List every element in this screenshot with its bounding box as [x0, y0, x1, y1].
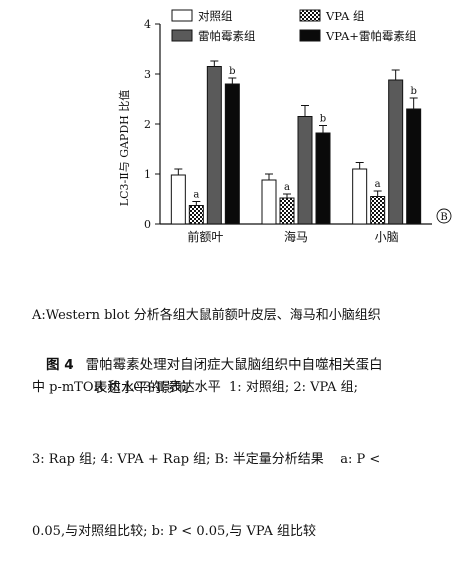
figure-title-line-1: 雷帕霉素处理对自闭症大鼠脑组织中自噬相关蛋白 [85, 357, 383, 373]
y-tick-label: 1 [144, 168, 151, 181]
panel-label-text: B [440, 212, 447, 223]
y-tick-label: 2 [144, 118, 151, 131]
caption-line-1: A:Western blot 分析各组大鼠前额叶皮层、海马和小脑组织 [32, 308, 381, 323]
legend-label: 对照组 [198, 9, 233, 23]
bars: a b a b a b [170, 60, 422, 225]
bar [224, 83, 240, 225]
significance-label: b [410, 86, 416, 97]
bar [297, 116, 313, 225]
bar [315, 132, 331, 225]
bar [370, 196, 386, 225]
significance-label: a [193, 190, 199, 201]
x-tick-label: 海马 [284, 229, 308, 244]
bar [352, 168, 368, 225]
figure-title-line-2: 表达水平的影响 [94, 380, 189, 396]
y-tick-label: 3 [144, 68, 151, 81]
figure-title: 图 4 雷帕霉素处理对自闭症大鼠脑组织中自噬相关蛋白 表达水平的影响 [46, 354, 456, 400]
significance-label: b [320, 114, 326, 125]
axes: 0 1 2 3 4 前额叶 海马 小脑 [144, 18, 432, 244]
legend-swatch [171, 9, 193, 22]
legend-label: VPA+雷帕霉素组 [325, 29, 417, 43]
y-tick-label: 0 [144, 218, 151, 231]
x-tick-label: 前额叶 [187, 229, 223, 244]
legend-label: VPA 组 [325, 9, 365, 23]
y-axis-label: LC3-Ⅱ与 GAPDH 比值 [118, 90, 131, 206]
bar [261, 179, 277, 225]
caption-line-2: 中 p-mTOR 和 LC3-Ⅱ 表达水平 1: 对照组; 2: VPA 组; [32, 380, 358, 395]
legend-swatch [171, 29, 193, 42]
bar [388, 79, 404, 225]
bar [279, 197, 295, 225]
panel-label: B [436, 208, 452, 224]
bar [188, 205, 204, 225]
figure-label: 图 4 [46, 357, 74, 373]
legend-label: 雷帕霉素组 [198, 29, 256, 43]
significance-label: a [375, 179, 381, 190]
significance-label: b [229, 66, 235, 77]
caption-line-4: 0.05,与对照组比较; b: P < 0.05,与 VPA 组比较 [32, 524, 317, 539]
legend-swatch [299, 29, 321, 42]
bar [406, 108, 422, 225]
caption-line-3: 3: Rap 组; 4: VPA + Rap 组; B: 半定量分析结果 a: … [32, 452, 381, 467]
significance-label: a [284, 182, 290, 193]
x-tick-label: 小脑 [375, 230, 399, 244]
bar [206, 66, 222, 225]
legend-swatch [299, 9, 321, 22]
bar [170, 174, 186, 225]
caption: A:Western blot 分析各组大鼠前额叶皮层、海马和小脑组织 中 p-m… [32, 256, 462, 568]
y-tick-label: 4 [144, 18, 151, 31]
